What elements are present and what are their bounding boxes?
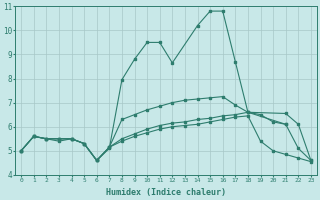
X-axis label: Humidex (Indice chaleur): Humidex (Indice chaleur)	[106, 188, 226, 197]
